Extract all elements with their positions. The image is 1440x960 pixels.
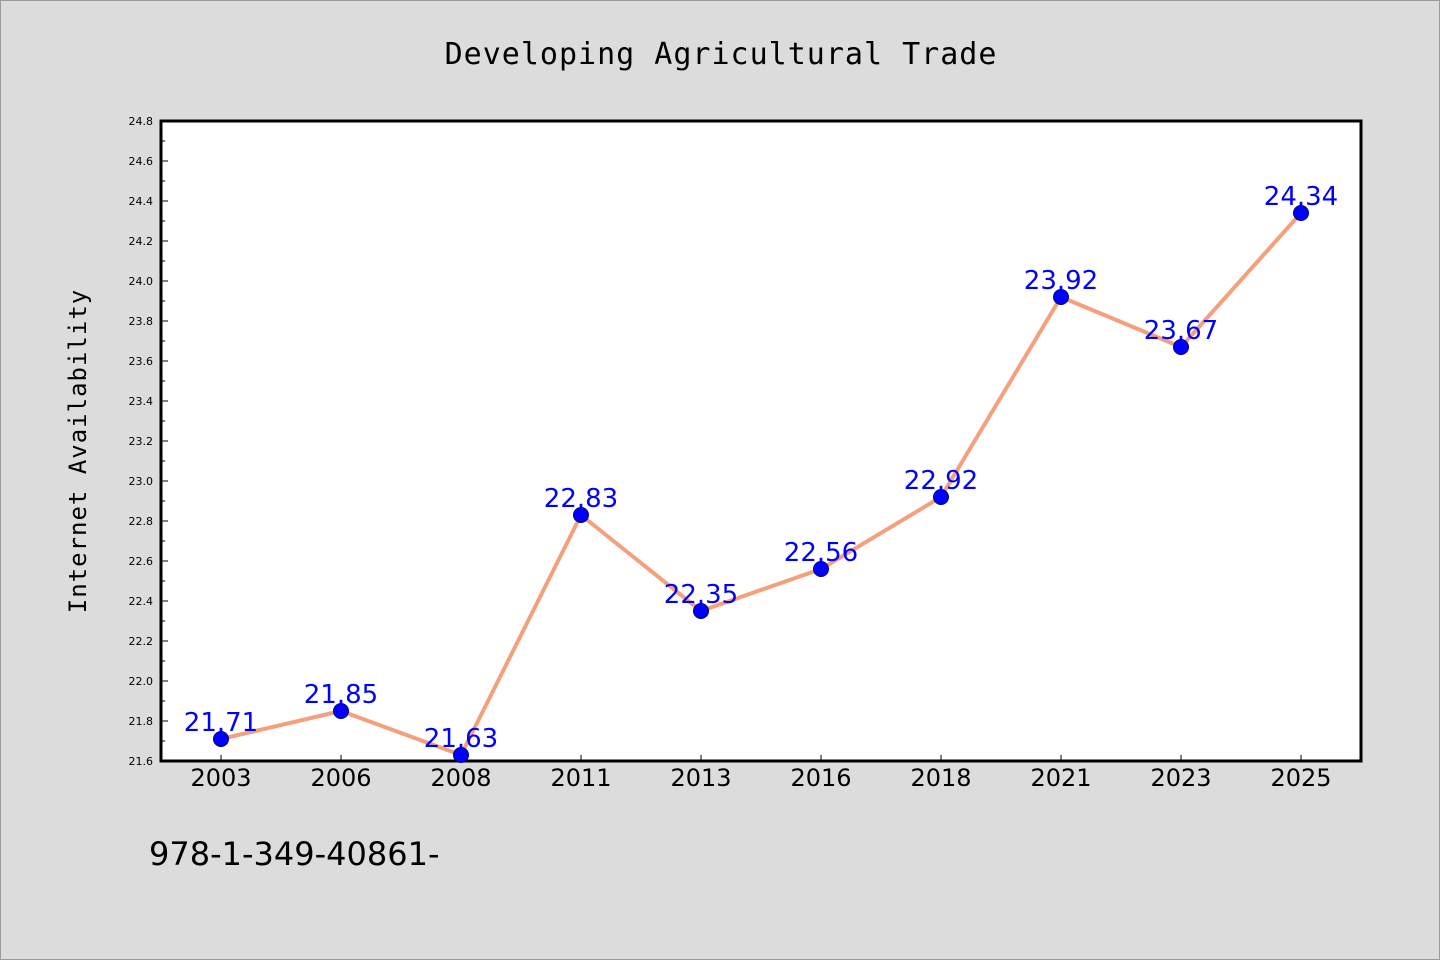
data-point <box>813 561 829 577</box>
y-tick-label: 24.4 <box>129 195 154 208</box>
y-tick-label: 22.0 <box>129 675 154 688</box>
y-tick-label: 22.4 <box>129 595 154 608</box>
y-tick-label: 24.0 <box>129 275 154 288</box>
data-point <box>1053 289 1069 305</box>
x-tick-label: 2018 <box>910 764 971 792</box>
series-line-group <box>219 211 1303 757</box>
data-labels: 21.71 21.85 21.63 22.83 22.35 22.56 22.92 23.92… <box>184 182 1338 754</box>
x-tick-label: 2011 <box>550 764 611 792</box>
x-tick-label: 2006 <box>310 764 371 792</box>
data-label: 21.63 <box>424 724 498 754</box>
data-point <box>1293 205 1309 221</box>
data-point <box>333 703 349 719</box>
x-tick-label: 2008 <box>430 764 491 792</box>
y-axis: 21.6 21.8 22.0 22.2 22.4 22.6 22.8 23.0 23.2 23.4… <box>129 115 168 768</box>
y-tick-label: 24.8 <box>129 115 154 128</box>
x-axis: 2003 2006 2008 2011 2013 2016 2018 2021 2023 2025 <box>190 755 1332 792</box>
data-point <box>933 489 949 505</box>
x-tick-label: 2023 <box>1150 764 1211 792</box>
data-label: 21.85 <box>304 680 378 710</box>
y-tick-label: 23.6 <box>129 355 154 368</box>
data-point <box>453 747 469 763</box>
y-tick-label: 24.2 <box>129 235 154 248</box>
plot-area <box>159 119 1363 763</box>
x-tick-label: 2016 <box>790 764 851 792</box>
x-tick-label: 2025 <box>1270 764 1331 792</box>
x-tick-label: 2013 <box>670 764 731 792</box>
data-markers <box>213 205 1309 763</box>
data-point <box>693 603 709 619</box>
y-tick-label: 22.8 <box>129 515 154 528</box>
data-point <box>213 731 229 747</box>
y-tick-label: 22.2 <box>129 635 154 648</box>
x-tick-label: 2021 <box>1030 764 1091 792</box>
y-axis-label: Internet Availability <box>64 289 92 613</box>
data-label: 22.35 <box>664 580 738 610</box>
y-tick-label: 23.8 <box>129 315 154 328</box>
data-label: 22.56 <box>784 538 858 568</box>
series-line <box>219 211 1303 757</box>
x-tick-label: 2003 <box>190 764 251 792</box>
data-point <box>1173 339 1189 355</box>
y-tick-label: 21.6 <box>129 755 154 768</box>
y-tick-label: 23.0 <box>129 475 154 488</box>
footer-text: 978-1-349-40861- <box>149 835 440 873</box>
data-label: 22.83 <box>544 484 618 514</box>
y-tick-label: 23.4 <box>129 395 154 408</box>
y-tick-label: 23.2 <box>129 435 154 448</box>
data-label: 22.92 <box>904 466 978 496</box>
data-label: 21.71 <box>184 708 258 738</box>
data-label: 23.67 <box>1144 316 1218 346</box>
y-tick-label: 21.8 <box>129 715 154 728</box>
y-tick-label: 24.6 <box>129 155 154 168</box>
data-label: 23.92 <box>1024 266 1098 296</box>
y-tick-label: 22.6 <box>129 555 154 568</box>
chart-title: Developing Agricultural Trade <box>445 37 998 72</box>
data-point <box>573 507 589 523</box>
data-label: 24.34 <box>1264 182 1338 212</box>
